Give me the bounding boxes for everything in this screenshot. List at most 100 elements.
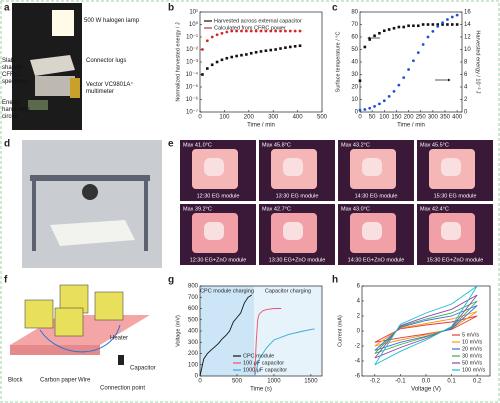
y-tick-label: 30: [351, 72, 358, 78]
series-line: [254, 328, 315, 377]
photo-label: Connector lugs: [86, 58, 127, 64]
y-tick-label: 10⁻¹: [186, 35, 198, 41]
x-tick-label: 1000: [267, 379, 281, 385]
schematic-label: Carbon paper: [40, 378, 77, 384]
y-tick-label: 700: [188, 295, 199, 301]
image-caption: 15:30 EG+ZnO module: [427, 257, 484, 263]
max-temp: Max 43.0°C: [341, 206, 370, 212]
legend-label: Harvested across external capacitor: [214, 18, 302, 24]
point: [416, 24, 420, 28]
photo-label: Vector VC9801A⁺ multimeter: [86, 82, 134, 95]
point: [402, 25, 406, 29]
panel-label: e: [168, 139, 174, 150]
point: [397, 25, 401, 29]
x-tick-label: 250: [416, 115, 427, 121]
point: [378, 31, 381, 35]
y-tick-label: 600: [188, 306, 199, 312]
legend-label: 20 mV/s: [462, 346, 482, 352]
image-caption: 13:30 EG+ZnO module: [269, 257, 326, 263]
block: [54, 307, 84, 337]
point: [245, 53, 248, 56]
point: [288, 45, 292, 49]
hot-core: [362, 222, 382, 240]
x-tick-label: 300: [268, 115, 279, 121]
y-tick-label: 10⁻²: [186, 47, 198, 53]
point: [387, 94, 391, 98]
point: [201, 48, 204, 51]
y-tick-label: 20: [351, 85, 358, 91]
point: [378, 102, 381, 106]
series-line: [199, 294, 253, 377]
point: [230, 29, 234, 33]
point: [279, 47, 282, 50]
point: [407, 24, 410, 28]
point: [225, 56, 229, 60]
series-line: [374, 300, 478, 354]
image-caption: 14:30 EG+ZnO module: [348, 257, 405, 263]
photo-label: Slab-shaped CFRC specimen: [2, 58, 28, 85]
point: [382, 29, 386, 33]
schematic-label: Connection point: [100, 386, 145, 392]
series-line: [374, 305, 478, 351]
point: [210, 63, 214, 67]
x-tick-label: 200: [244, 115, 255, 121]
point: [264, 49, 268, 53]
point: [382, 99, 386, 103]
y2-tick-label: 8: [464, 60, 468, 66]
lamp: [52, 10, 74, 36]
panel-label: a: [4, 3, 10, 14]
image-caption: 12:30 EG+ZnO module: [190, 257, 247, 263]
image-caption: 13:30 EG module: [276, 193, 319, 199]
point: [240, 53, 243, 57]
panel-label: f: [4, 275, 8, 286]
series-line: [374, 285, 478, 366]
y-tick-label: 100: [188, 362, 199, 368]
point: [412, 24, 415, 28]
x-tick-label: 350: [440, 115, 451, 121]
series-line: [254, 308, 282, 377]
y-tick-label: 0: [355, 110, 359, 116]
max-temp: Max 45.8°C: [262, 142, 291, 148]
y-tick-label: 50: [351, 47, 358, 53]
x-tick-label: 50: [369, 115, 376, 121]
y-tick-label: 10⁻⁵: [186, 84, 199, 91]
point: [363, 45, 367, 49]
legend-label: 10 mV/s: [462, 339, 482, 345]
point: [274, 29, 278, 33]
point: [446, 18, 449, 21]
hot-core: [441, 222, 461, 240]
point: [368, 38, 372, 41]
point: [293, 29, 297, 33]
y-tick-label: -4: [355, 359, 361, 365]
point: [225, 30, 229, 34]
point: [450, 15, 454, 19]
image-caption: 12:30 EG module: [197, 193, 240, 199]
point: [269, 29, 273, 33]
point: [284, 29, 287, 33]
point: [288, 29, 292, 33]
point: [293, 45, 297, 48]
point: [392, 26, 396, 30]
x-tick-label: 100: [379, 115, 390, 121]
y-tick-label: 80: [351, 10, 358, 16]
specimen-side: [35, 76, 75, 96]
x-tick-label: 0: [198, 115, 202, 121]
point: [254, 50, 258, 54]
y-tick-label: 10: [351, 97, 358, 103]
y2-tick-label: 6: [464, 72, 468, 78]
x-tick-label: 400: [293, 115, 304, 121]
y-tick-label: 10⁻⁷: [186, 109, 198, 116]
lamp: [82, 184, 98, 200]
y-axis-label: Voltage (mV): [175, 315, 181, 347]
wire: [39, 324, 121, 353]
x-axis-label: Time (s): [250, 387, 272, 393]
y-axis-label: Current (mA): [337, 315, 343, 347]
legend-label: 30 mV/s: [462, 353, 482, 359]
legend-label: 50 mV/s: [462, 360, 482, 366]
region: [253, 286, 322, 376]
y-tick-label: 800: [188, 284, 199, 290]
y-tick-label: 6: [357, 284, 361, 290]
y-tick-label: 400: [188, 329, 199, 335]
